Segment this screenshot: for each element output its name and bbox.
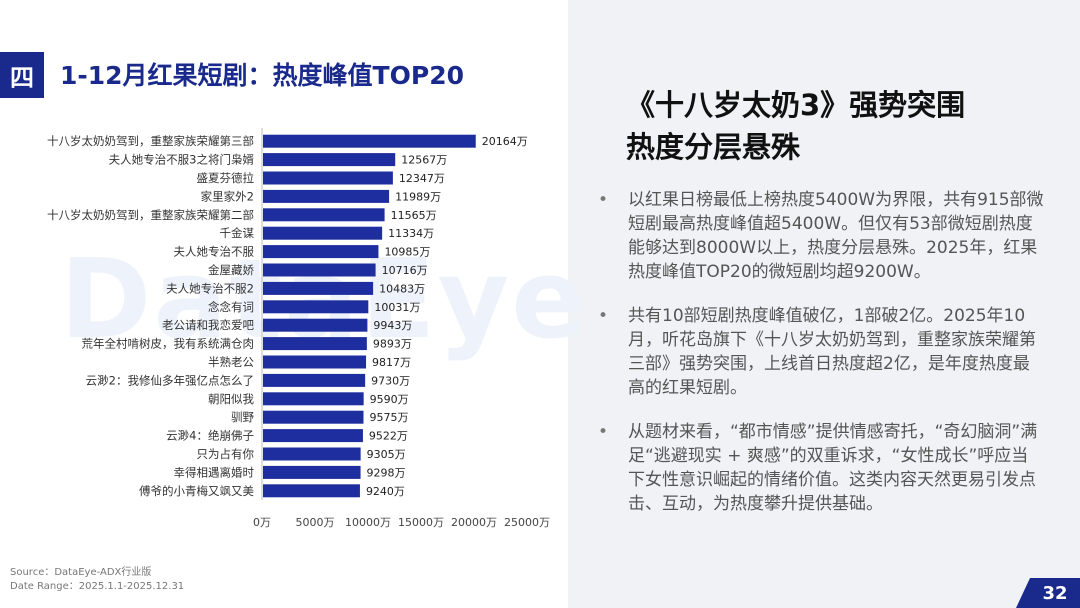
source-note: Source：DataEye-ADX行业版 Date Range：2025.1.…	[10, 566, 184, 594]
value-label: 10716万	[382, 264, 428, 277]
bar	[263, 447, 361, 461]
bar	[263, 226, 383, 240]
value-label: 10031万	[374, 301, 420, 314]
value-label: 9893万	[373, 338, 412, 351]
bullet-dot-icon: •	[598, 306, 609, 326]
value-label: 11989万	[395, 190, 441, 203]
category-label: 家里家外2	[201, 189, 254, 203]
category-label: 幸得相遇离婚时	[174, 465, 255, 479]
value-label: 10985万	[384, 246, 430, 259]
x-tick-label: 5000万	[296, 516, 335, 529]
category-label: 千金谋	[220, 226, 255, 240]
category-label: 盛夏芬德拉	[197, 171, 255, 185]
x-tick-label: 15000万	[398, 516, 444, 529]
x-tick-label: 25000万	[504, 516, 550, 529]
bar	[263, 410, 364, 424]
value-label: 9943万	[373, 319, 412, 332]
bullet-dot-icon: •	[598, 190, 609, 210]
bullet-text: 以红果日榜最低上榜热度5400W为界限，共有915部微短剧最高热度峰值超5400…	[628, 190, 1044, 282]
category-label: 老公请和我恋爱吧	[162, 318, 254, 332]
x-tick-label: 10000万	[345, 516, 391, 529]
value-label: 9240万	[366, 485, 405, 498]
value-label: 9817万	[372, 356, 411, 369]
value-label: 20164万	[482, 135, 528, 148]
bar	[263, 484, 360, 498]
source-line: Source：DataEye-ADX行业版	[10, 567, 152, 578]
bullet-item: • 从题材来看，“都市情感”提供情感寄托，“奇幻脑洞”满足“逃避现实 + 爽感”的…	[598, 420, 1044, 516]
bar	[263, 300, 369, 314]
bullet-text: 共有10部短剧热度峰值破亿，1部破2亿。2025年10月，听花岛旗下《十八岁太奶…	[628, 306, 1036, 398]
value-label: 9730万	[371, 374, 410, 387]
category-label: 荒年全村啃树皮，我有系统满仓肉	[82, 337, 255, 351]
value-label: 11565万	[391, 209, 437, 222]
category-label: 夫人她专治不服3之将门枭婿	[109, 153, 255, 167]
bar	[263, 189, 390, 203]
bullet-text: 从题材来看，“都市情感”提供情感寄托，“奇幻脑洞”满足“逃避现实 + 爽感”的双…	[628, 422, 1038, 514]
bar	[263, 134, 476, 148]
right-panel	[568, 0, 1080, 608]
bar	[263, 208, 385, 222]
category-label: 傅爷的小青梅又飒又美	[139, 484, 254, 498]
value-label: 9298万	[367, 466, 406, 479]
bar	[263, 263, 376, 277]
bar	[263, 465, 361, 479]
value-label: 9522万	[369, 430, 408, 443]
right-title: 《十八岁太奶3》强势突围 热度分层悬殊	[626, 84, 965, 168]
page-number-corner	[1016, 578, 1030, 608]
category-label: 十八岁太奶奶驾到，重整家族荣耀第三部	[47, 134, 254, 148]
category-label: 夫人她专治不服	[174, 245, 255, 259]
value-label: 12567万	[401, 154, 447, 167]
bar	[263, 373, 366, 387]
value-label: 10483万	[379, 282, 425, 295]
bar	[263, 245, 379, 259]
bullet-dot-icon: •	[598, 422, 609, 442]
page-number: 32	[1030, 578, 1080, 608]
bar	[263, 281, 374, 295]
category-label: 只为占有你	[197, 447, 255, 461]
x-tick-label: 0万	[253, 516, 271, 529]
category-label: 半熟老公	[208, 355, 254, 369]
section-title: 1-12月红果短剧：热度峰值TOP20	[60, 61, 464, 90]
bar	[263, 171, 393, 185]
date-range-line: Date Range：2025.1.1-2025.12.31	[10, 581, 185, 592]
bullet-item: • 以红果日榜最低上榜热度5400W为界限，共有915部微短剧最高热度峰值超540…	[598, 188, 1044, 284]
bar	[263, 429, 363, 443]
right-title-line1: 《十八岁太奶3》强势突围	[626, 88, 966, 122]
bar	[263, 318, 368, 332]
bullet-list: • 以红果日榜最低上榜热度5400W为界限，共有915部微短剧最高热度峰值超540…	[598, 188, 1044, 536]
category-label: 云渺2：我修仙多年强亿点怎么了	[86, 373, 254, 387]
value-label: 12347万	[399, 172, 445, 185]
category-label: 金屋藏娇	[208, 263, 254, 277]
x-tick-label: 20000万	[451, 516, 497, 529]
bullet-item: • 共有10部短剧热度峰值破亿，1部破2亿。2025年10月，听花岛旗下《十八岁太…	[598, 304, 1044, 400]
category-label: 驯野	[231, 410, 254, 424]
category-label: 十八岁太奶奶驾到，重整家族荣耀第二部	[47, 208, 254, 222]
category-label: 朝阳似我	[208, 392, 254, 406]
value-label: 9590万	[370, 393, 409, 406]
bar	[263, 355, 367, 369]
bar	[263, 392, 364, 406]
right-title-line2: 热度分层悬殊	[626, 130, 801, 164]
category-label: 夫人她专治不服2	[166, 281, 254, 295]
category-label: 云渺4：绝崩佛子	[166, 429, 254, 443]
bar	[263, 337, 367, 351]
value-label: 9305万	[367, 448, 406, 461]
value-label: 9575万	[369, 411, 408, 424]
section-badge: 四	[0, 52, 44, 98]
value-label: 11334万	[388, 227, 434, 240]
category-label: 念念有词	[208, 300, 254, 314]
bar	[263, 153, 396, 167]
